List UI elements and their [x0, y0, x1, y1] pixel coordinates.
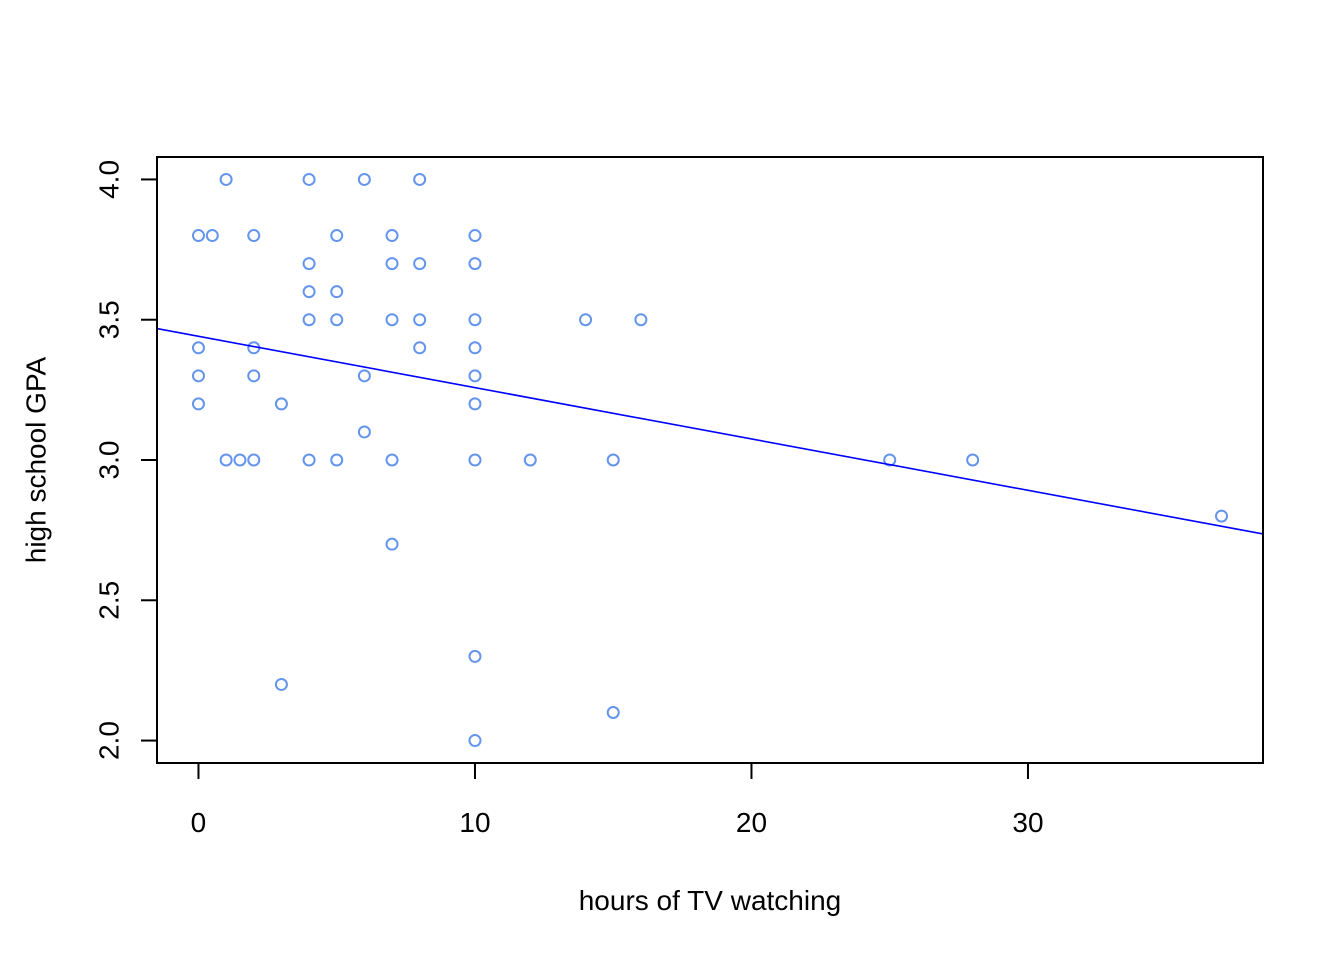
data-point — [385, 257, 399, 271]
data-point — [247, 369, 261, 383]
data-point — [634, 313, 648, 327]
data-point — [247, 229, 261, 243]
points-layer — [191, 172, 1229, 748]
y-tick-label: 3.5 — [94, 300, 125, 339]
data-point — [579, 313, 593, 327]
data-point — [966, 453, 980, 467]
data-point — [385, 313, 399, 327]
y-tick-label: 3.0 — [94, 441, 125, 480]
data-point — [413, 313, 427, 327]
data-point — [274, 677, 288, 691]
data-point — [357, 369, 371, 383]
x-axis-label: hours of TV watching — [579, 885, 842, 916]
data-point — [302, 172, 316, 186]
data-point — [468, 313, 482, 327]
data-point — [302, 285, 316, 299]
data-point — [274, 397, 288, 411]
data-point — [523, 453, 537, 467]
data-point — [883, 453, 897, 467]
x-tick-label: 0 — [191, 807, 207, 838]
data-point — [302, 313, 316, 327]
data-point — [468, 397, 482, 411]
data-point — [302, 453, 316, 467]
data-point — [357, 425, 371, 439]
data-point — [413, 341, 427, 355]
data-point — [385, 229, 399, 243]
data-point — [606, 706, 620, 719]
data-point — [219, 453, 233, 467]
data-point — [606, 453, 620, 467]
data-point — [330, 285, 344, 299]
data-point — [191, 369, 205, 383]
data-point — [468, 257, 482, 271]
data-point — [468, 453, 482, 467]
data-point — [1215, 509, 1229, 523]
data-point — [468, 341, 482, 355]
data-point — [233, 453, 247, 467]
data-point — [191, 397, 205, 411]
data-point — [413, 257, 427, 271]
x-tick-label: 30 — [1012, 807, 1043, 838]
x-axis: 0 10 20 30 — [191, 762, 1044, 838]
data-point — [357, 172, 371, 186]
y-axis-label: high school GPA — [21, 356, 52, 563]
data-point — [191, 341, 205, 355]
data-point — [330, 229, 344, 243]
data-point — [468, 649, 482, 663]
x-tick-label: 20 — [736, 807, 767, 838]
y-tick-label: 2.5 — [94, 581, 125, 620]
y-tick-label: 2.0 — [94, 721, 125, 760]
data-point — [302, 257, 316, 271]
plot-frame — [156, 156, 1264, 764]
data-point — [468, 369, 482, 383]
data-point — [385, 453, 399, 467]
data-point — [247, 453, 261, 467]
data-point — [468, 229, 482, 243]
data-point — [330, 453, 344, 467]
y-tick-label: 4.0 — [94, 160, 125, 199]
data-point — [219, 172, 233, 186]
data-point — [385, 537, 399, 551]
regression-line — [156, 327, 1264, 535]
y-axis: 2.0 2.5 3.0 3.5 4.0 — [94, 160, 158, 760]
data-point — [330, 313, 344, 327]
data-point — [468, 734, 482, 748]
data-point — [413, 172, 427, 186]
data-point — [205, 229, 219, 243]
x-tick-label: 10 — [459, 807, 490, 838]
data-point — [191, 229, 205, 243]
